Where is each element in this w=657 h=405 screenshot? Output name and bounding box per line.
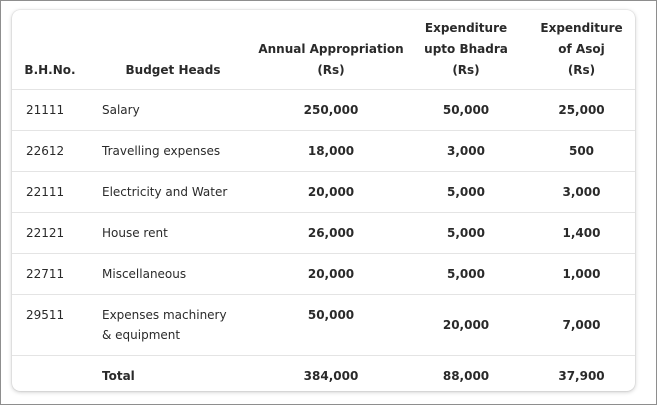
annual-appropriation-cell: 250,000 <box>258 89 404 131</box>
bh-no-cell: 29511 <box>12 294 88 356</box>
expenditure-bhadra-cell: 50,000 <box>404 89 528 131</box>
expenditure-asoj-cell: 1,000 <box>528 253 635 295</box>
budget-head-line: Expenses machinery <box>102 308 227 322</box>
table-row: 22111 Electricity and Water 20,000 5,000… <box>12 171 635 213</box>
total-row: Total 384,000 88,000 37,900 <box>12 355 635 391</box>
budget-table: B.H.No. Budget Heads Annual Appropriatio… <box>12 10 635 391</box>
col-header-bh-no-line: B.H.No. <box>24 63 76 77</box>
expenditure-bhadra-cell: 3,000 <box>404 130 528 172</box>
col-header-budget-heads: Budget Heads <box>88 10 258 90</box>
budget-head-cell: Miscellaneous <box>88 253 258 295</box>
budget-head-line: Travelling expenses <box>102 144 221 158</box>
expenditure-asoj-cell: 7,000 <box>528 294 635 356</box>
col-header-expenditure-bhadra: Expenditure upto Bhadra (Rs) <box>404 10 528 90</box>
expenditure-asoj-cell: 500 <box>528 130 635 172</box>
col-header-asoj-line-2: of Asoj <box>558 42 605 56</box>
total-annual-appropriation: 384,000 <box>258 355 404 391</box>
annual-appropriation-cell: 26,000 <box>258 212 404 254</box>
budget-head-cell: Expenses machinery & equipment <box>88 294 258 356</box>
col-header-annual-appropriation: Annual Appropriation (Rs) <box>258 10 404 90</box>
expenditure-bhadra-cell: 5,000 <box>404 253 528 295</box>
col-header-bhadra-line-3: (Rs) <box>452 63 480 77</box>
col-header-bhadra-line-2: upto Bhadra <box>424 42 508 56</box>
budget-head-line: & equipment <box>102 328 181 342</box>
budget-head-line: Miscellaneous <box>102 267 187 281</box>
col-header-annual-line-1: Annual Appropriation <box>258 42 404 56</box>
expenditure-bhadra-cell: 5,000 <box>404 212 528 254</box>
expenditure-bhadra-cell: 20,000 <box>404 294 528 356</box>
col-header-asoj-line-1: Expenditure <box>540 21 623 35</box>
col-header-asoj-line-3: (Rs) <box>567 63 596 77</box>
total-bh-no-cell <box>12 355 88 391</box>
table-row: 22121 House rent 26,000 5,000 1,400 <box>12 212 635 254</box>
budget-head-line: House rent <box>102 226 168 240</box>
total-expenditure-bhadra: 88,000 <box>404 355 528 391</box>
budget-table-card: B.H.No. Budget Heads Annual Appropriatio… <box>12 10 635 391</box>
table-row: 22711 Miscellaneous 20,000 5,000 1,000 <box>12 253 635 295</box>
budget-head-cell: Travelling expenses <box>88 130 258 172</box>
col-header-budget-heads-line: Budget Heads <box>125 63 221 77</box>
bh-no-cell: 22111 <box>12 171 88 213</box>
col-header-bhadra-line-1: Expenditure <box>424 21 508 35</box>
bh-no-cell: 22711 <box>12 253 88 295</box>
bh-no-cell: 22121 <box>12 212 88 254</box>
expenditure-asoj-cell: 3,000 <box>528 171 635 213</box>
table-row: 22612 Travelling expenses 18,000 3,000 5… <box>12 130 635 172</box>
annual-appropriation-cell: 20,000 <box>258 253 404 295</box>
total-label: Total <box>88 355 258 391</box>
bh-no-cell: 21111 <box>12 89 88 131</box>
header-row: B.H.No. Budget Heads Annual Appropriatio… <box>12 10 635 90</box>
annual-appropriation-cell: 18,000 <box>258 130 404 172</box>
budget-head-cell: House rent <box>88 212 258 254</box>
col-header-annual-line-2: (Rs) <box>317 63 345 77</box>
annual-appropriation-cell: 20,000 <box>258 171 404 213</box>
budget-head-cell: Salary <box>88 89 258 131</box>
col-header-expenditure-asoj: Expenditure of Asoj (Rs) <box>528 10 635 90</box>
budget-head-line: Salary <box>102 103 140 117</box>
expenditure-asoj-cell: 25,000 <box>528 89 635 131</box>
expenditure-asoj-cell: 1,400 <box>528 212 635 254</box>
budget-head-cell: Electricity and Water <box>88 171 258 213</box>
bh-no-cell: 22612 <box>12 130 88 172</box>
expenditure-bhadra-cell: 5,000 <box>404 171 528 213</box>
table-row: 21111 Salary 250,000 50,000 25,000 <box>12 89 635 131</box>
col-header-bh-no: B.H.No. <box>12 10 88 90</box>
budget-head-line: Electricity and Water <box>102 185 228 199</box>
total-expenditure-asoj: 37,900 <box>528 355 635 391</box>
annual-appropriation-cell: 50,000 <box>258 294 404 356</box>
table-row: 29511 Expenses machinery & equipment 50,… <box>12 294 635 356</box>
